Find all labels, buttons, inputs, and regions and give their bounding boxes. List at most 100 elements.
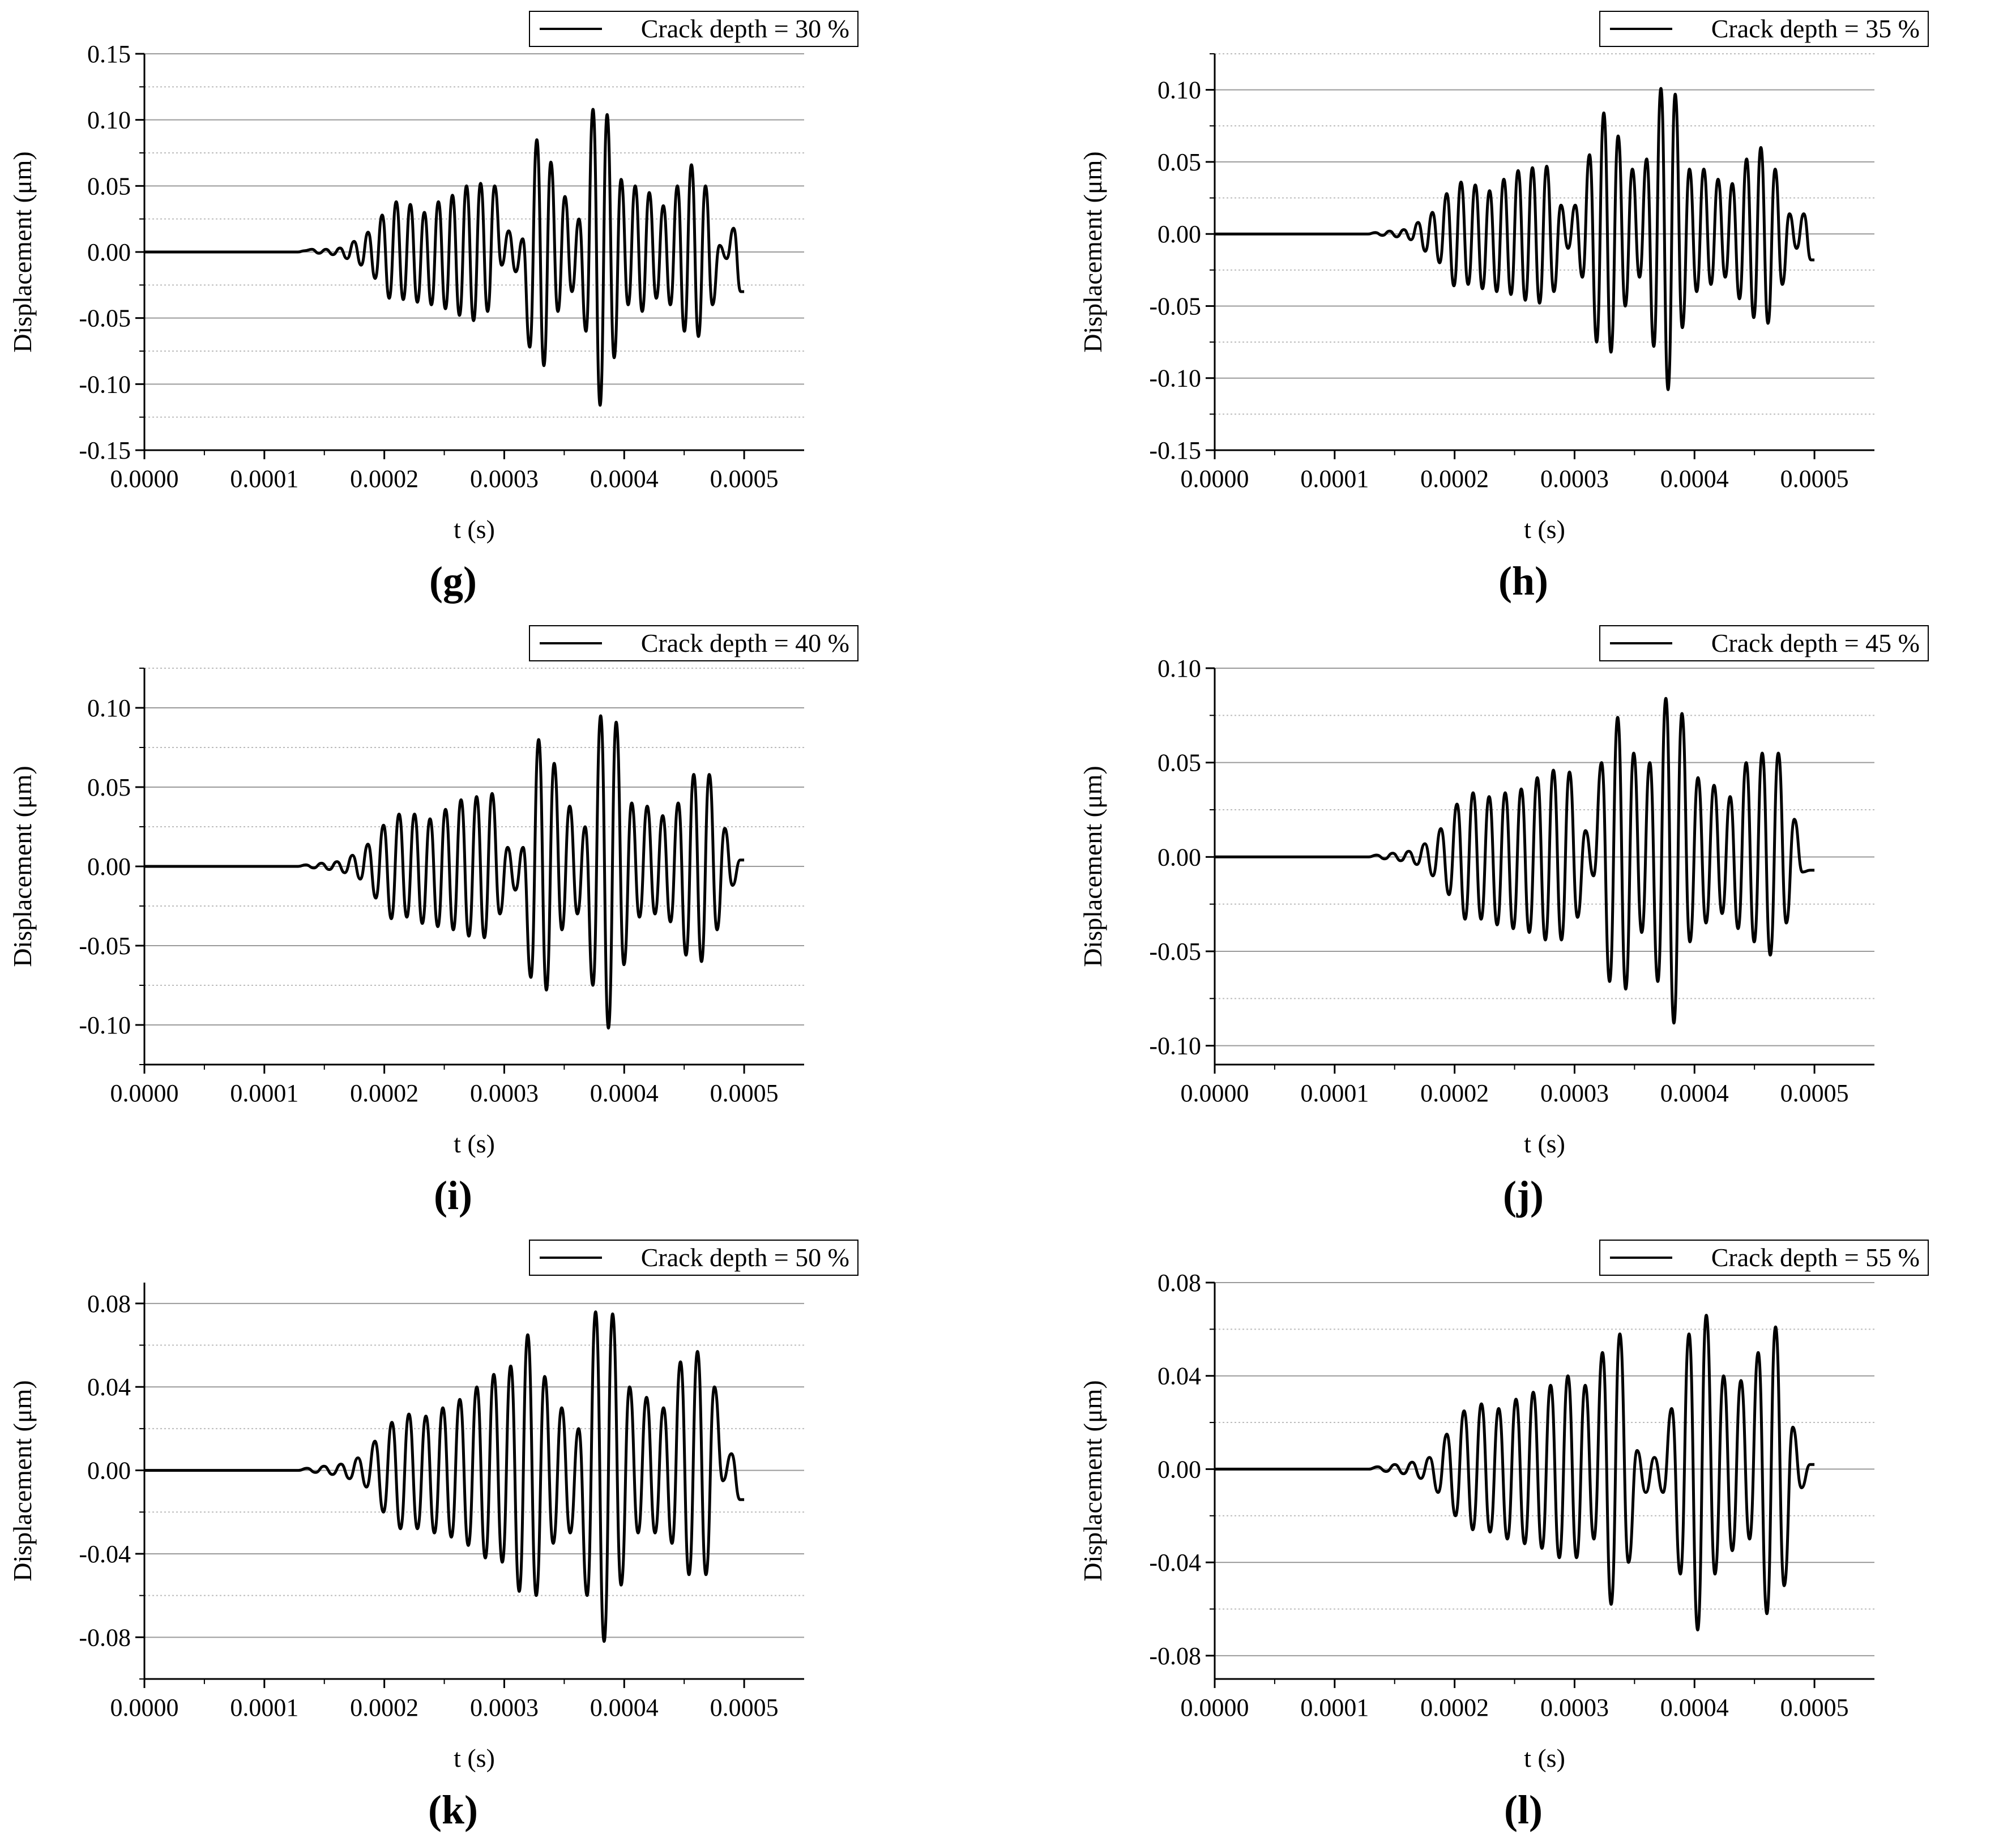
x-tick-label: 0.0002 [350,465,418,493]
y-tick-label: -0.10 [1149,1032,1201,1060]
x-axis-title: t (s) [454,515,495,544]
y-tick-label: -0.10 [1149,365,1201,392]
y-tick-label: 0.04 [1158,1362,1201,1390]
legend-label: Crack depth = 45 % [1711,629,1920,657]
y-axis-title: Displacement (μm) [8,151,37,353]
y-tick-label: -0.15 [79,437,131,464]
x-axis-title: t (s) [454,1744,495,1772]
series-line [1215,1314,1815,1631]
x-tick-label: 0.0000 [1181,465,1249,493]
y-tick-label: -0.05 [1149,938,1201,965]
y-tick-label: 0.15 [87,40,131,68]
x-tick-label: 0.0004 [1660,1079,1729,1107]
y-axis-title: Displacement (μm) [8,1380,37,1582]
x-tick-label: 0.0003 [470,465,539,493]
panel-label: (j) [1503,1173,1544,1218]
legend-label: Crack depth = 35 % [1711,14,1920,43]
chart-panel: -0.08 -0.04 0.00 0.04 0.08 0.0000 0.0001 0.0002… [8,1240,858,1832]
x-tick-label: 0.0003 [1540,1694,1609,1721]
series-line [144,714,745,1030]
legend-label: Crack depth = 40 % [641,629,849,657]
series-line [1215,697,1815,1025]
x-tick-label: 0.0000 [110,1694,179,1721]
x-tick-label: 0.0004 [1660,465,1729,493]
x-tick-label: 0.0002 [350,1079,418,1107]
y-tick-label: 0.00 [1158,220,1201,248]
y-tick-label: -0.05 [1149,292,1201,320]
y-tick-label: 0.05 [87,172,131,200]
legend-label: Crack depth = 30 % [641,14,849,43]
x-tick-label: 0.0005 [1780,465,1849,493]
y-tick-label: 0.08 [1158,1269,1201,1297]
y-tick-label: -0.10 [79,1011,131,1039]
x-tick-label: 0.0003 [470,1694,539,1721]
x-tick-label: 0.0000 [110,465,179,493]
y-tick-label: 0.00 [87,853,131,881]
x-axis-title: t (s) [1524,1129,1565,1158]
x-axis-title: t (s) [1524,1744,1565,1772]
y-tick-label: 0.10 [1158,655,1201,682]
x-tick-label: 0.0001 [1300,1079,1369,1107]
chart-panel: -0.15 -0.10 -0.05 0.00 0.05 0.10 0.0000 0.0001 0… [1078,11,1929,604]
y-tick-label: 0.00 [1158,1455,1201,1483]
x-tick-label: 0.0004 [590,465,659,493]
y-tick-label: -0.05 [79,305,131,332]
panel-label: (k) [428,1787,478,1832]
y-tick-label: 0.00 [87,238,131,266]
x-tick-label: 0.0004 [590,1694,659,1721]
legend-label: Crack depth = 50 % [641,1243,849,1272]
x-tick-label: 0.0001 [230,1694,298,1721]
y-tick-label: 0.10 [87,106,131,134]
y-tick-label: 0.04 [87,1373,131,1401]
x-tick-label: 0.0000 [110,1079,179,1107]
series-line [144,108,745,407]
x-tick-label: 0.0001 [1300,1694,1369,1721]
y-tick-label: 0.00 [87,1457,131,1485]
y-tick-label: 0.10 [1158,76,1201,104]
y-tick-label: -0.08 [79,1623,131,1651]
panel-label: (i) [434,1173,472,1218]
chart-panel: -0.08 -0.04 0.00 0.04 0.08 0.0000 0.0001 0.0002… [1078,1240,1929,1832]
series-line [144,1310,745,1643]
y-tick-label: 0.00 [1158,843,1201,871]
chart-panel: -0.10 -0.05 0.00 0.05 0.10 0.0000 0.0001 0.0002… [8,625,858,1218]
x-tick-label: 0.0000 [1181,1079,1249,1107]
panel-label: (g) [429,558,477,604]
y-tick-label: 0.08 [87,1290,131,1318]
y-axis-title: Displacement (μm) [1078,766,1107,967]
x-tick-label: 0.0001 [1300,465,1369,493]
chart-panel: -0.15 -0.10 -0.05 0.00 0.05 0.10 0.15 0.0000 0.0… [8,11,858,604]
panel-label: (h) [1498,558,1548,604]
legend-label: Crack depth = 55 % [1711,1243,1920,1272]
x-tick-label: 0.0003 [1540,1079,1609,1107]
y-tick-label: -0.10 [79,370,131,398]
y-tick-label: 0.05 [1158,148,1201,176]
y-tick-label: -0.04 [1149,1549,1201,1576]
y-axis-title: Displacement (μm) [1078,1380,1107,1582]
y-tick-label: -0.05 [79,932,131,960]
x-tick-label: 0.0003 [470,1079,539,1107]
series-line [1215,87,1815,391]
x-tick-label: 0.0004 [590,1079,659,1107]
y-tick-label: -0.04 [79,1540,131,1568]
x-tick-label: 0.0002 [1420,1079,1489,1107]
y-tick-label: -0.08 [1149,1642,1201,1670]
x-tick-label: 0.0002 [1420,465,1489,493]
x-tick-label: 0.0005 [710,1079,779,1107]
x-axis-title: t (s) [454,1129,495,1158]
panel-label: (l) [1504,1787,1543,1832]
x-tick-label: 0.0002 [350,1694,418,1721]
x-tick-label: 0.0005 [710,465,779,493]
y-tick-label: -0.15 [1149,437,1201,464]
y-axis-title: Displacement (μm) [1078,151,1107,353]
x-tick-label: 0.0000 [1181,1694,1249,1721]
chart-panel: -0.10 -0.05 0.00 0.05 0.10 0.0000 0.0001 0.0002… [1078,625,1929,1218]
x-tick-label: 0.0001 [230,465,298,493]
x-tick-label: 0.0005 [1780,1079,1849,1107]
y-tick-label: 0.05 [87,774,131,801]
x-tick-label: 0.0005 [1780,1694,1849,1721]
x-axis-title: t (s) [1524,515,1565,544]
x-tick-label: 0.0002 [1420,1694,1489,1721]
x-tick-label: 0.0004 [1660,1694,1729,1721]
